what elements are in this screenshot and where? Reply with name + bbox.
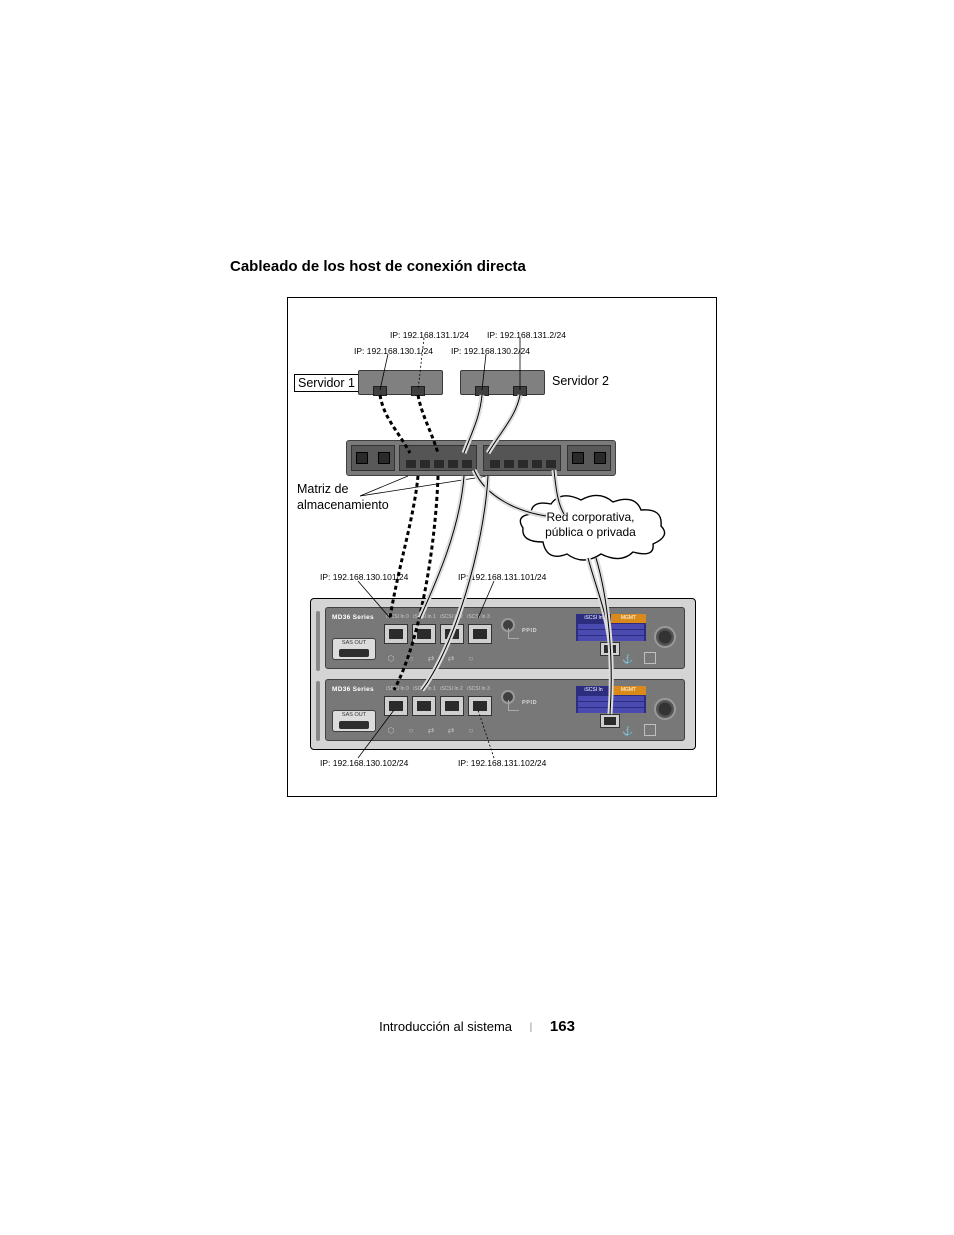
- iscsi-ports-1: iSCSI In 0 iSCSI In 1 iSCSI In 2 iSCSI I…: [384, 688, 492, 722]
- ip-label-ctrl2-130: IP: 192.168.130.102/24: [320, 758, 408, 768]
- controller-enclosure: MD36 Series SAS OUT iSCSI In 0 iSCSI In …: [310, 598, 696, 750]
- mgmt-port-0: [600, 642, 620, 656]
- server1-port1: [411, 386, 425, 396]
- storage-array-rear: [346, 440, 616, 476]
- ip-label-s1-130: IP: 192.168.130.1/24: [354, 346, 433, 356]
- led-icon: ○: [466, 654, 476, 664]
- iscsi-port-1-3: [468, 696, 492, 716]
- ip-label-s1-131: IP: 192.168.131.1/24: [390, 330, 469, 340]
- iscsi-port-0-3: [468, 624, 492, 644]
- mgmt-block-1: iSCSI InMGMT: [576, 686, 646, 724]
- network-icon: ⚓: [622, 726, 634, 736]
- ip-label-s2-130: IP: 192.168.130.2/24: [451, 346, 530, 356]
- led-icon: ○: [406, 654, 416, 664]
- iscsi-port-0-0: [384, 624, 408, 644]
- section-title: Cableado de los host de conexión directa: [230, 258, 755, 275]
- ip-label-ctrl2-131: IP: 192.168.131.102/24: [458, 758, 546, 768]
- server-2: [460, 370, 545, 395]
- network-diagram: IP: 192.168.130.1/24 IP: 192.168.131.1/2…: [287, 297, 717, 797]
- server1-port0: [373, 386, 387, 396]
- ip-label-s2-131: IP: 192.168.131.2/24: [487, 330, 566, 340]
- iscsi-port-1-0: [384, 696, 408, 716]
- controller-1: MD36 Series SAS OUT iSCSI In 0 iSCSI In …: [325, 679, 685, 741]
- ppid-label-1: PPID: [522, 700, 582, 712]
- label-matriz: Matriz de almacenamiento: [296, 481, 390, 514]
- id-icon: [644, 724, 656, 736]
- led-icon: ⬡: [386, 654, 396, 664]
- led-icon: ⇄: [426, 726, 436, 736]
- sas-out-0: SAS OUT: [332, 638, 376, 660]
- ip-label-ctrl1-130: IP: 192.168.130.101/24: [320, 572, 408, 582]
- led-icon: ⇄: [446, 726, 456, 736]
- series-label-0: MD36 Series: [332, 614, 374, 621]
- server2-port0: [475, 386, 489, 396]
- led-icon: ○: [466, 726, 476, 736]
- led-icon: ⬡: [386, 726, 396, 736]
- network-cloud: Red corporativa, pública o privada: [513, 492, 668, 564]
- iscsi-port-0-1: [412, 624, 436, 644]
- led-icon: ⇄: [446, 654, 456, 664]
- power-jack-1: [654, 698, 676, 720]
- id-icon: [644, 652, 656, 664]
- footer-separator: |: [530, 1022, 533, 1033]
- sas-out-1: SAS OUT: [332, 710, 376, 732]
- led-icon: ⇄: [426, 654, 436, 664]
- footer-text: Introducción al sistema: [379, 1019, 512, 1034]
- controller-0: MD36 Series SAS OUT iSCSI In 0 iSCSI In …: [325, 607, 685, 669]
- iscsi-port-0-2: [440, 624, 464, 644]
- cloud-label: Red corporativa, pública o privada: [513, 510, 668, 540]
- iscsi-port-1-2: [440, 696, 464, 716]
- mgmt-port-1: [600, 714, 620, 728]
- label-servidor1: Servidor 1: [294, 374, 359, 392]
- network-icon: ⚓: [622, 654, 634, 664]
- iscsi-port-1-1: [412, 696, 436, 716]
- ip-label-ctrl1-131: IP: 192.168.131.101/24: [458, 572, 546, 582]
- mgmt-block-0: iSCSI InMGMT: [576, 614, 646, 652]
- power-jack-0: [654, 626, 676, 648]
- iscsi-ports-0: iSCSI In 0 iSCSI In 1 iSCSI In 2 iSCSI I…: [384, 616, 492, 650]
- server2-port1: [513, 386, 527, 396]
- led-icon: ○: [406, 726, 416, 736]
- server-1: [358, 370, 443, 395]
- ppid-label-0: PPID: [522, 628, 582, 640]
- page-footer: Introducción al sistema | 163: [0, 1018, 954, 1035]
- series-label-1: MD36 Series: [332, 686, 374, 693]
- page-number: 163: [550, 1018, 575, 1035]
- label-servidor2: Servidor 2: [551, 374, 610, 388]
